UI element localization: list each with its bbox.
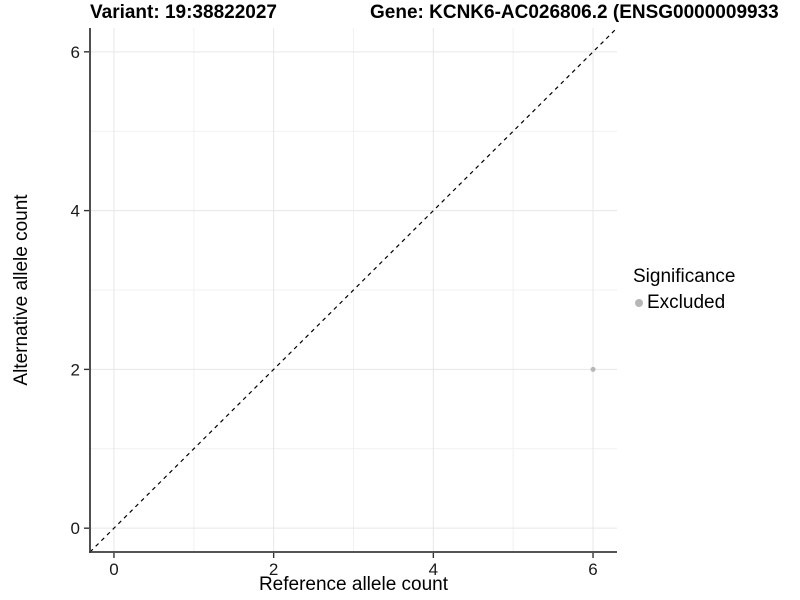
legend-point-icon [635,298,643,307]
x-tick-label: 6 [588,560,597,579]
x-axis-label: Reference allele count [258,574,449,595]
x-tick-label: 0 [109,560,118,579]
x-tick-label: 4 [429,560,438,579]
identity-line [89,27,618,553]
legend-item-excluded: Excluded [635,291,735,314]
plot-title-variant: Variant: 19:38822027 [90,2,277,23]
y-tick-label: 2 [71,360,80,379]
plot-title-gene: Gene: KCNK6-AC026806.2 (ENSG0000009933 [370,2,779,23]
legend-item-label: Excluded [647,292,726,313]
y-tick-label: 4 [71,202,80,221]
y-tick-label: 0 [71,519,80,538]
x-tick-label: 2 [269,560,278,579]
data-point [590,366,596,372]
legend-title: Significance [633,266,736,287]
legend: Significance Excluded [633,265,735,314]
y-tick-label: 6 [71,43,80,62]
y-axis-label: Alternative allele count [11,194,32,386]
